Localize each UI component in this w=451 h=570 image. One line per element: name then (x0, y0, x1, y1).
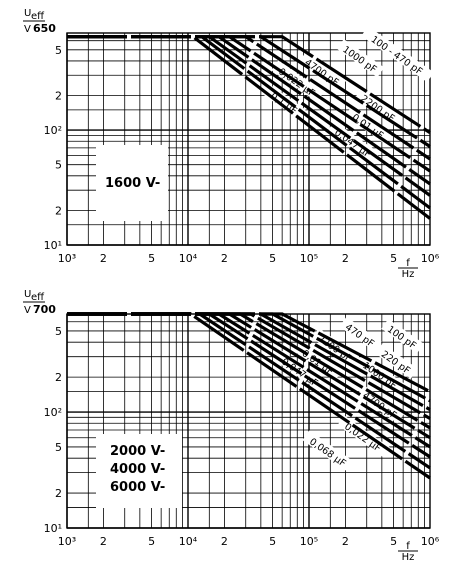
y-tick-label: 10¹ (44, 239, 62, 252)
voltage-label: 2000 V- (110, 444, 165, 459)
x-tick-label: 10⁵ (300, 252, 318, 265)
x-tick-label: 10³ (58, 252, 76, 265)
curve-label-bg (302, 430, 355, 473)
x-tick-label: 5 (269, 535, 276, 548)
y-tick-label: 5 (55, 325, 62, 338)
y-axis-label-sub: eff (31, 11, 45, 22)
curve-label-bg (263, 84, 306, 120)
voltage-label: 4000 V- (110, 462, 165, 477)
y-tick-label: 2 (55, 487, 62, 500)
curve-label-bg (354, 88, 403, 127)
y-axis-unit: V (24, 24, 31, 35)
curve-label-bg (336, 39, 385, 78)
x-axis-unit: Hz (402, 269, 415, 280)
x-tick-label: 2 (100, 535, 107, 548)
x-tick-label: 2 (342, 535, 349, 548)
series-line (67, 312, 431, 420)
curve-label: 0,068 µF (307, 436, 347, 469)
x-tick-label: 10³ (58, 535, 76, 548)
curve-label-bg (337, 415, 390, 458)
x-tick-label: 10⁶ (421, 535, 440, 548)
x-tick-label: 5 (269, 252, 276, 265)
curve-label-bg (361, 26, 434, 83)
y-tick-label: 2 (55, 204, 62, 217)
voltage-label-bg (96, 434, 182, 508)
y-tick-label: 5 (55, 441, 62, 454)
x-axis-label: f (406, 541, 410, 552)
y-tick-label: 2 (55, 371, 62, 384)
y-tick-label: 2 (55, 90, 62, 103)
voltage-label-bg (96, 145, 168, 221)
curve-label-bg (298, 52, 347, 91)
y-axis-label: U (24, 289, 31, 300)
y-axis-label: U (24, 8, 31, 19)
x-tick-label: 2 (342, 252, 349, 265)
series-line (67, 312, 431, 480)
x-tick-label: 2 (221, 252, 228, 265)
x-tick-label: 2 (100, 252, 107, 265)
x-axis-label: f (406, 258, 410, 269)
x-axis-unit: Hz (402, 552, 415, 563)
y-tick-label: 5 (55, 44, 62, 57)
x-tick-label: 5 (148, 535, 155, 548)
voltage-label: 1600 V- (105, 176, 160, 191)
curve-label-bg (344, 106, 393, 145)
x-tick-label: 10⁶ (421, 252, 440, 265)
y-axis-label-sub: eff (31, 292, 45, 303)
series-line (67, 35, 431, 220)
curve-label-bg (339, 316, 382, 352)
y-tick-label: 5 (55, 159, 62, 172)
x-tick-label: 5 (390, 535, 397, 548)
x-tick-label: 10⁵ (300, 535, 318, 548)
x-tick-label: 10⁴ (179, 252, 198, 265)
curve-label-bg (381, 318, 424, 354)
y-tick-label: 10² (44, 124, 62, 137)
y-axis-unit: V (24, 305, 31, 316)
y-tick-label: 10² (44, 406, 62, 419)
y-max-label: 700 (33, 303, 56, 316)
x-tick-label: 5 (390, 252, 397, 265)
y-tick-label: 10¹ (44, 522, 62, 535)
voltage-label: 6000 V- (110, 480, 165, 495)
y-max-label: 650 (33, 22, 56, 35)
x-tick-label: 2 (221, 535, 228, 548)
plot-frame (66, 32, 431, 246)
x-tick-label: 5 (148, 252, 155, 265)
curve-label-bg (375, 343, 418, 379)
x-tick-label: 10⁴ (179, 535, 198, 548)
